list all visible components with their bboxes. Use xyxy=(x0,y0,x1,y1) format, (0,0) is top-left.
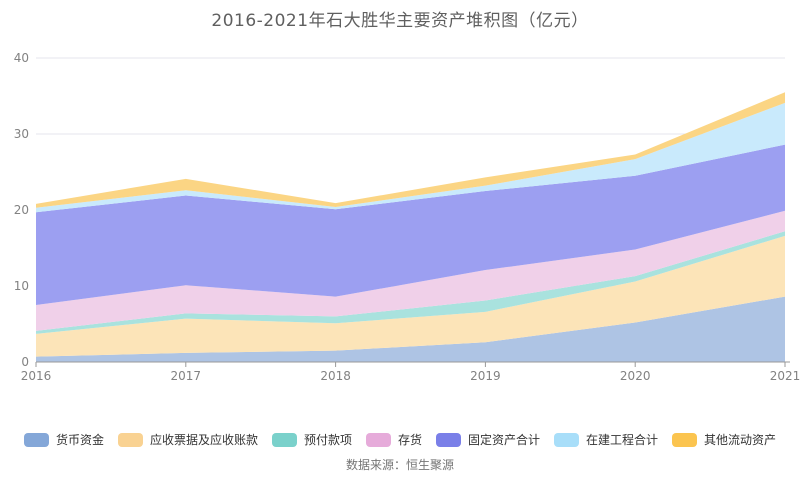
legend-label-monetary-funds: 货币资金 xyxy=(55,433,104,447)
legend-item-monetary-funds[interactable]: 货币资金 xyxy=(23,431,104,448)
legend-label-other-current-assets: 其他流动资产 xyxy=(704,433,777,447)
y-tick-label-0: 0 xyxy=(21,355,29,369)
legend-label-inventory: 存货 xyxy=(397,433,422,447)
legend-label-notes-and-accounts-receivable: 应收票据及应收账款 xyxy=(149,433,258,447)
legend-label-construction-in-progress-total: 在建工程合计 xyxy=(586,433,659,447)
area-construction-in-progress-total[interactable] xyxy=(36,102,785,213)
legend-swatch-other-current-assets xyxy=(672,432,698,447)
legend-swatch-notes-and-accounts-receivable xyxy=(117,432,143,447)
area-prepayments[interactable] xyxy=(36,231,785,334)
stacked-area-plot[interactable]: 2016 2017 2018 2019 2020 2021 0 10 20 30 40 xyxy=(0,0,800,420)
legend-item-construction-in-progress-total[interactable]: 在建工程合计 xyxy=(554,431,658,448)
area-fixed-assets-total[interactable] xyxy=(36,144,785,305)
legend: 货币资金 应收票据及应收账款 预付款项 存货 固定资产合计 在建工程合计 其他流动资产 xyxy=(0,431,800,448)
data-source-label: 数据来源：恒生聚源 xyxy=(345,458,454,472)
legend-swatch-fixed-assets-total xyxy=(436,432,461,447)
legend-swatch-prepayments xyxy=(271,432,297,447)
y-tick-label-40: 40 xyxy=(14,51,29,65)
legend-swatch-inventory xyxy=(365,432,391,447)
x-tick-label-2020: 2020 xyxy=(620,369,651,383)
legend-item-inventory[interactable]: 存货 xyxy=(365,431,422,448)
legend-item-fixed-assets-total[interactable]: 固定资产合计 xyxy=(436,431,540,448)
y-tick-label-30: 30 xyxy=(14,127,29,141)
legend-item-notes-and-accounts-receivable[interactable]: 应收票据及应收账款 xyxy=(117,431,258,448)
y-tick-label-10: 10 xyxy=(14,279,29,293)
area-monetary-funds[interactable] xyxy=(36,296,785,362)
x-tick-label-2018: 2018 xyxy=(320,369,351,383)
y-tick-label-20: 20 xyxy=(14,203,29,217)
x-tick-label-2017: 2017 xyxy=(171,369,202,383)
area-inventory[interactable] xyxy=(36,210,785,331)
legend-swatch-construction-in-progress-total xyxy=(554,432,580,447)
x-tick-label-2016: 2016 xyxy=(21,369,52,383)
x-tick-label-2019: 2019 xyxy=(470,369,501,383)
legend-label-prepayments: 预付款项 xyxy=(303,433,352,447)
area-other-current-assets[interactable] xyxy=(36,92,785,208)
x-tick-label-2021: 2021 xyxy=(770,369,800,383)
chart-title: 2016-2021年石大胜华主要资产堆积图（亿元） xyxy=(211,11,589,31)
legend-label-fixed-assets-total: 固定资产合计 xyxy=(468,433,541,447)
legend-swatch-monetary-funds xyxy=(23,432,49,447)
area-notes-and-accounts-receivable[interactable] xyxy=(36,235,785,357)
legend-item-prepayments[interactable]: 预付款项 xyxy=(271,431,352,448)
legend-item-other-current-assets[interactable]: 其他流动资产 xyxy=(672,431,776,448)
